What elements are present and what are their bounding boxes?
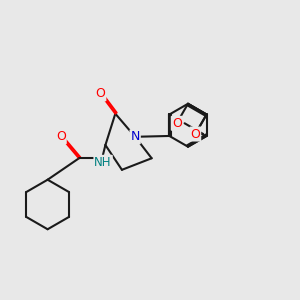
Text: NH: NH [94, 156, 112, 169]
Text: N: N [130, 130, 140, 143]
Text: O: O [172, 117, 182, 130]
Text: O: O [95, 87, 105, 101]
Text: O: O [56, 130, 66, 143]
Text: O: O [190, 128, 200, 140]
